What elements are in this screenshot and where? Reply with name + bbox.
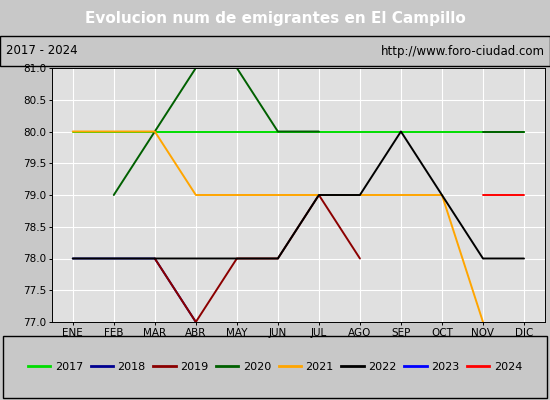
Legend: 2017, 2018, 2019, 2020, 2021, 2022, 2023, 2024: 2017, 2018, 2019, 2020, 2021, 2022, 2023… xyxy=(24,358,526,376)
Text: 2017 - 2024: 2017 - 2024 xyxy=(6,44,77,58)
Text: Evolucion num de emigrantes en El Campillo: Evolucion num de emigrantes en El Campil… xyxy=(85,10,465,26)
Text: http://www.foro-ciudad.com: http://www.foro-ciudad.com xyxy=(381,44,544,58)
